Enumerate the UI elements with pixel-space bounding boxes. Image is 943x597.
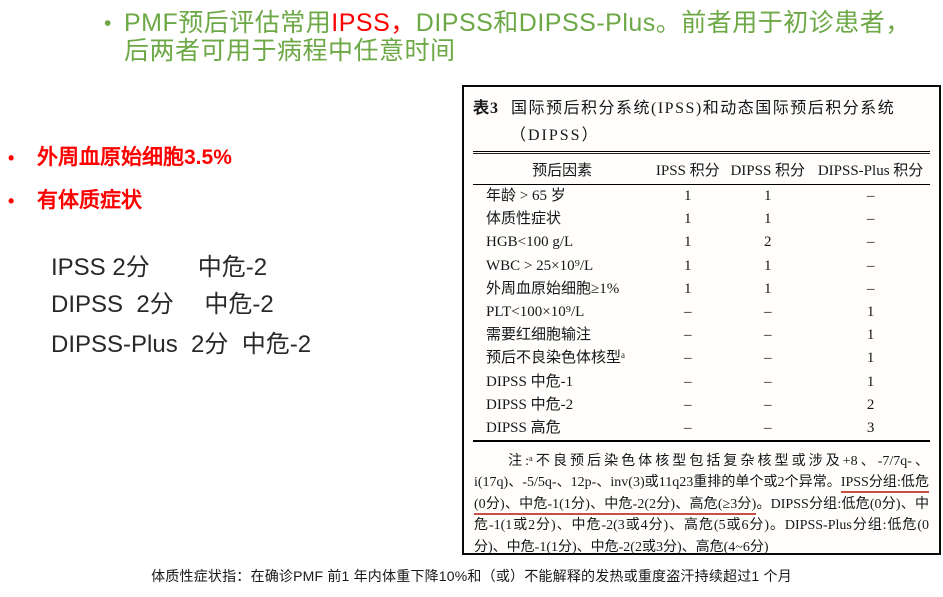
cell-factor: 外周血原始细胞≥1%: [486, 280, 620, 297]
cell-ipss: –: [684, 327, 692, 344]
table3-scan-panel: 表3 国际预后积分系统(IPSS)和动态国际预后积分系统 （DIPSS） 预后因素…: [462, 85, 941, 555]
table-row: 体质性症状 1 1 –: [473, 208, 930, 231]
col-header-dipss: DIPSS 积分: [730, 163, 806, 179]
table-caption: 表3 国际预后积分系统(IPSS)和动态国际预后积分系统: [473, 87, 930, 118]
table-caption-line1: 国际预后积分系统(IPSS)和动态国际预后积分系统: [511, 100, 896, 117]
title-highlight-ipss: IPSS，: [331, 9, 416, 37]
score-summary-block: IPSS 2分 中危-2 DIPSS 2分 中危-2 DIPSS-Plus 2分…: [51, 249, 311, 363]
cell-plus: –: [866, 211, 875, 228]
finding-text: 外周血原始细胞3.5%: [37, 146, 232, 169]
note-post: 。DIPSS分组:低危(0分)、中危-1(1或2分)、中危-2(3或4分)、高危…: [474, 496, 929, 555]
cell-factor: 需要红细胞输注: [486, 327, 592, 344]
score-line-dipss: DIPSS 2分 中危-2: [51, 291, 274, 318]
cell-factor: 年龄 > 65 岁: [486, 188, 566, 204]
col-header-factor: 预后因素: [532, 163, 593, 179]
note-red-underlined-segment: IPSS分组:低危(0分)、中危-1(1分)、中危-2(2分)、高危(≥3分): [474, 475, 929, 515]
cell-factor: DIPSS 中危-2: [486, 396, 574, 413]
table-rule-header: [473, 184, 930, 185]
table-caption-label: 表3: [473, 100, 500, 117]
cell-plus: –: [866, 280, 875, 297]
table-row: 年龄 > 65 岁 1 1 –: [473, 185, 930, 208]
score-line-dipss-plus: DIPSS-Plus 2分 中危-2: [51, 331, 312, 358]
cell-ipss: 1: [684, 188, 692, 204]
cell-factor: DIPSS 中危-1: [486, 373, 574, 390]
cell-factor: 体质性症状: [486, 211, 562, 228]
cell-dipss: 1: [763, 280, 772, 297]
cell-dipss: –: [763, 419, 772, 436]
table-row: HGB<100 g/L 1 2 –: [473, 231, 930, 254]
title-line-1: PMF预后评估常用IPSS，DIPSS和DIPSS-Plus。前者用于初诊患者，: [124, 9, 939, 37]
finding-text: 有体质症状: [37, 189, 142, 212]
table-row: DIPSS 中危-1 – – 1: [473, 371, 930, 394]
cell-plus: –: [866, 257, 875, 274]
table-header-row: 预后因素 IPSS 积分 DIPSS 积分 DIPSS-Plus 积分: [473, 154, 930, 184]
cell-dipss: 2: [763, 234, 772, 251]
table-note: 注:ᵃ不良预后染色体核型包括复杂核型或涉及+8、-7/7q-、i(17q)、-5…: [473, 446, 930, 558]
cell-ipss: 1: [684, 234, 692, 251]
bullet-icon: •: [8, 191, 15, 211]
cell-ipss: –: [684, 303, 692, 320]
cell-factor: DIPSS 高危: [486, 419, 561, 436]
cell-factor: 预后不良染色体核型ᵃ: [486, 350, 626, 367]
table-row: DIPSS 中危-2 – – 2: [473, 394, 930, 417]
cell-dipss: 1: [763, 257, 772, 274]
col-header-dipss-plus: DIPSS-Plus 积分: [817, 163, 924, 179]
title-post: DIPSS和DIPSS-Plus。前者用于初诊患者，: [415, 9, 911, 37]
title-bullet-block: • PMF预后评估常用IPSS，DIPSS和DIPSS-Plus。前者用于初诊患…: [101, 9, 939, 65]
title-pre: PMF预后评估常用: [124, 9, 332, 37]
cell-ipss: –: [684, 419, 692, 436]
title-text: PMF预后评估常用IPSS，DIPSS和DIPSS-Plus。前者用于初诊患者，…: [124, 9, 939, 65]
cell-ipss: –: [684, 396, 692, 413]
cell-plus: 3: [866, 419, 875, 436]
bullet-icon: •: [104, 12, 112, 35]
table-row: 外周血原始细胞≥1% 1 1 –: [473, 278, 930, 301]
cell-plus: 1: [866, 303, 875, 320]
cell-dipss: 1: [763, 188, 772, 204]
cell-ipss: –: [684, 373, 692, 390]
cell-factor: HGB<100 g/L: [486, 234, 574, 251]
cell-ipss: –: [684, 350, 692, 367]
finding-bullet-blasts: • 外周血原始细胞3.5%: [8, 145, 232, 171]
cell-dipss: –: [763, 327, 772, 344]
cell-ipss: 1: [684, 257, 692, 274]
cell-factor: WBC > 25×10⁹/L: [486, 257, 594, 274]
constitutional-symptoms-footnote: 体质性症状指：在确诊PMF 前1 年内体重下降10%和（或）不能解释的发热或重度…: [151, 568, 792, 584]
cell-dipss: 1: [763, 211, 772, 228]
title-line-2: 后两者可用于病程中任意时间: [124, 37, 456, 65]
table-row: PLT<100×10⁹/L – – 1: [473, 301, 930, 324]
cell-dipss: –: [763, 303, 772, 320]
table-rule-bottom: [473, 440, 930, 443]
table-row: 预后不良染色体核型ᵃ – – 1: [473, 347, 930, 370]
cell-plus: 2: [866, 396, 875, 413]
cell-factor: PLT<100×10⁹/L: [486, 303, 585, 320]
bullet-icon: •: [8, 148, 15, 168]
table-row: WBC > 25×10⁹/L 1 1 –: [473, 255, 930, 278]
note-pre: 注:ᵃ不良预后染色体核型包括复杂核型或涉及+8、-7/7q-、i(17q)、-5…: [474, 454, 929, 491]
cell-plus: 1: [866, 327, 875, 344]
cell-ipss: 1: [684, 280, 692, 297]
cell-ipss: 1: [684, 211, 692, 228]
cell-plus: 1: [866, 373, 875, 390]
cell-dipss: –: [763, 350, 772, 367]
table-body: 年龄 > 65 岁 1 1 – 体质性症状 1 1 – HGB<100 g/L …: [473, 185, 930, 440]
table-row: DIPSS 高危 – – 3: [473, 417, 930, 440]
table-caption-line2: （DIPSS）: [510, 127, 600, 144]
finding-bullet-constitutional: • 有体质症状: [8, 188, 142, 214]
cell-dipss: –: [763, 396, 772, 413]
score-line-ipss: IPSS 2分 中危-2: [51, 254, 268, 281]
table-rule-top: [473, 151, 930, 154]
cell-plus: –: [866, 188, 875, 204]
cell-plus: –: [866, 234, 875, 251]
table-row: 需要红细胞输注 – – 1: [473, 324, 930, 347]
col-header-ipss: IPSS 积分: [655, 163, 720, 179]
cell-plus: 1: [866, 350, 875, 367]
cell-dipss: –: [763, 373, 772, 390]
